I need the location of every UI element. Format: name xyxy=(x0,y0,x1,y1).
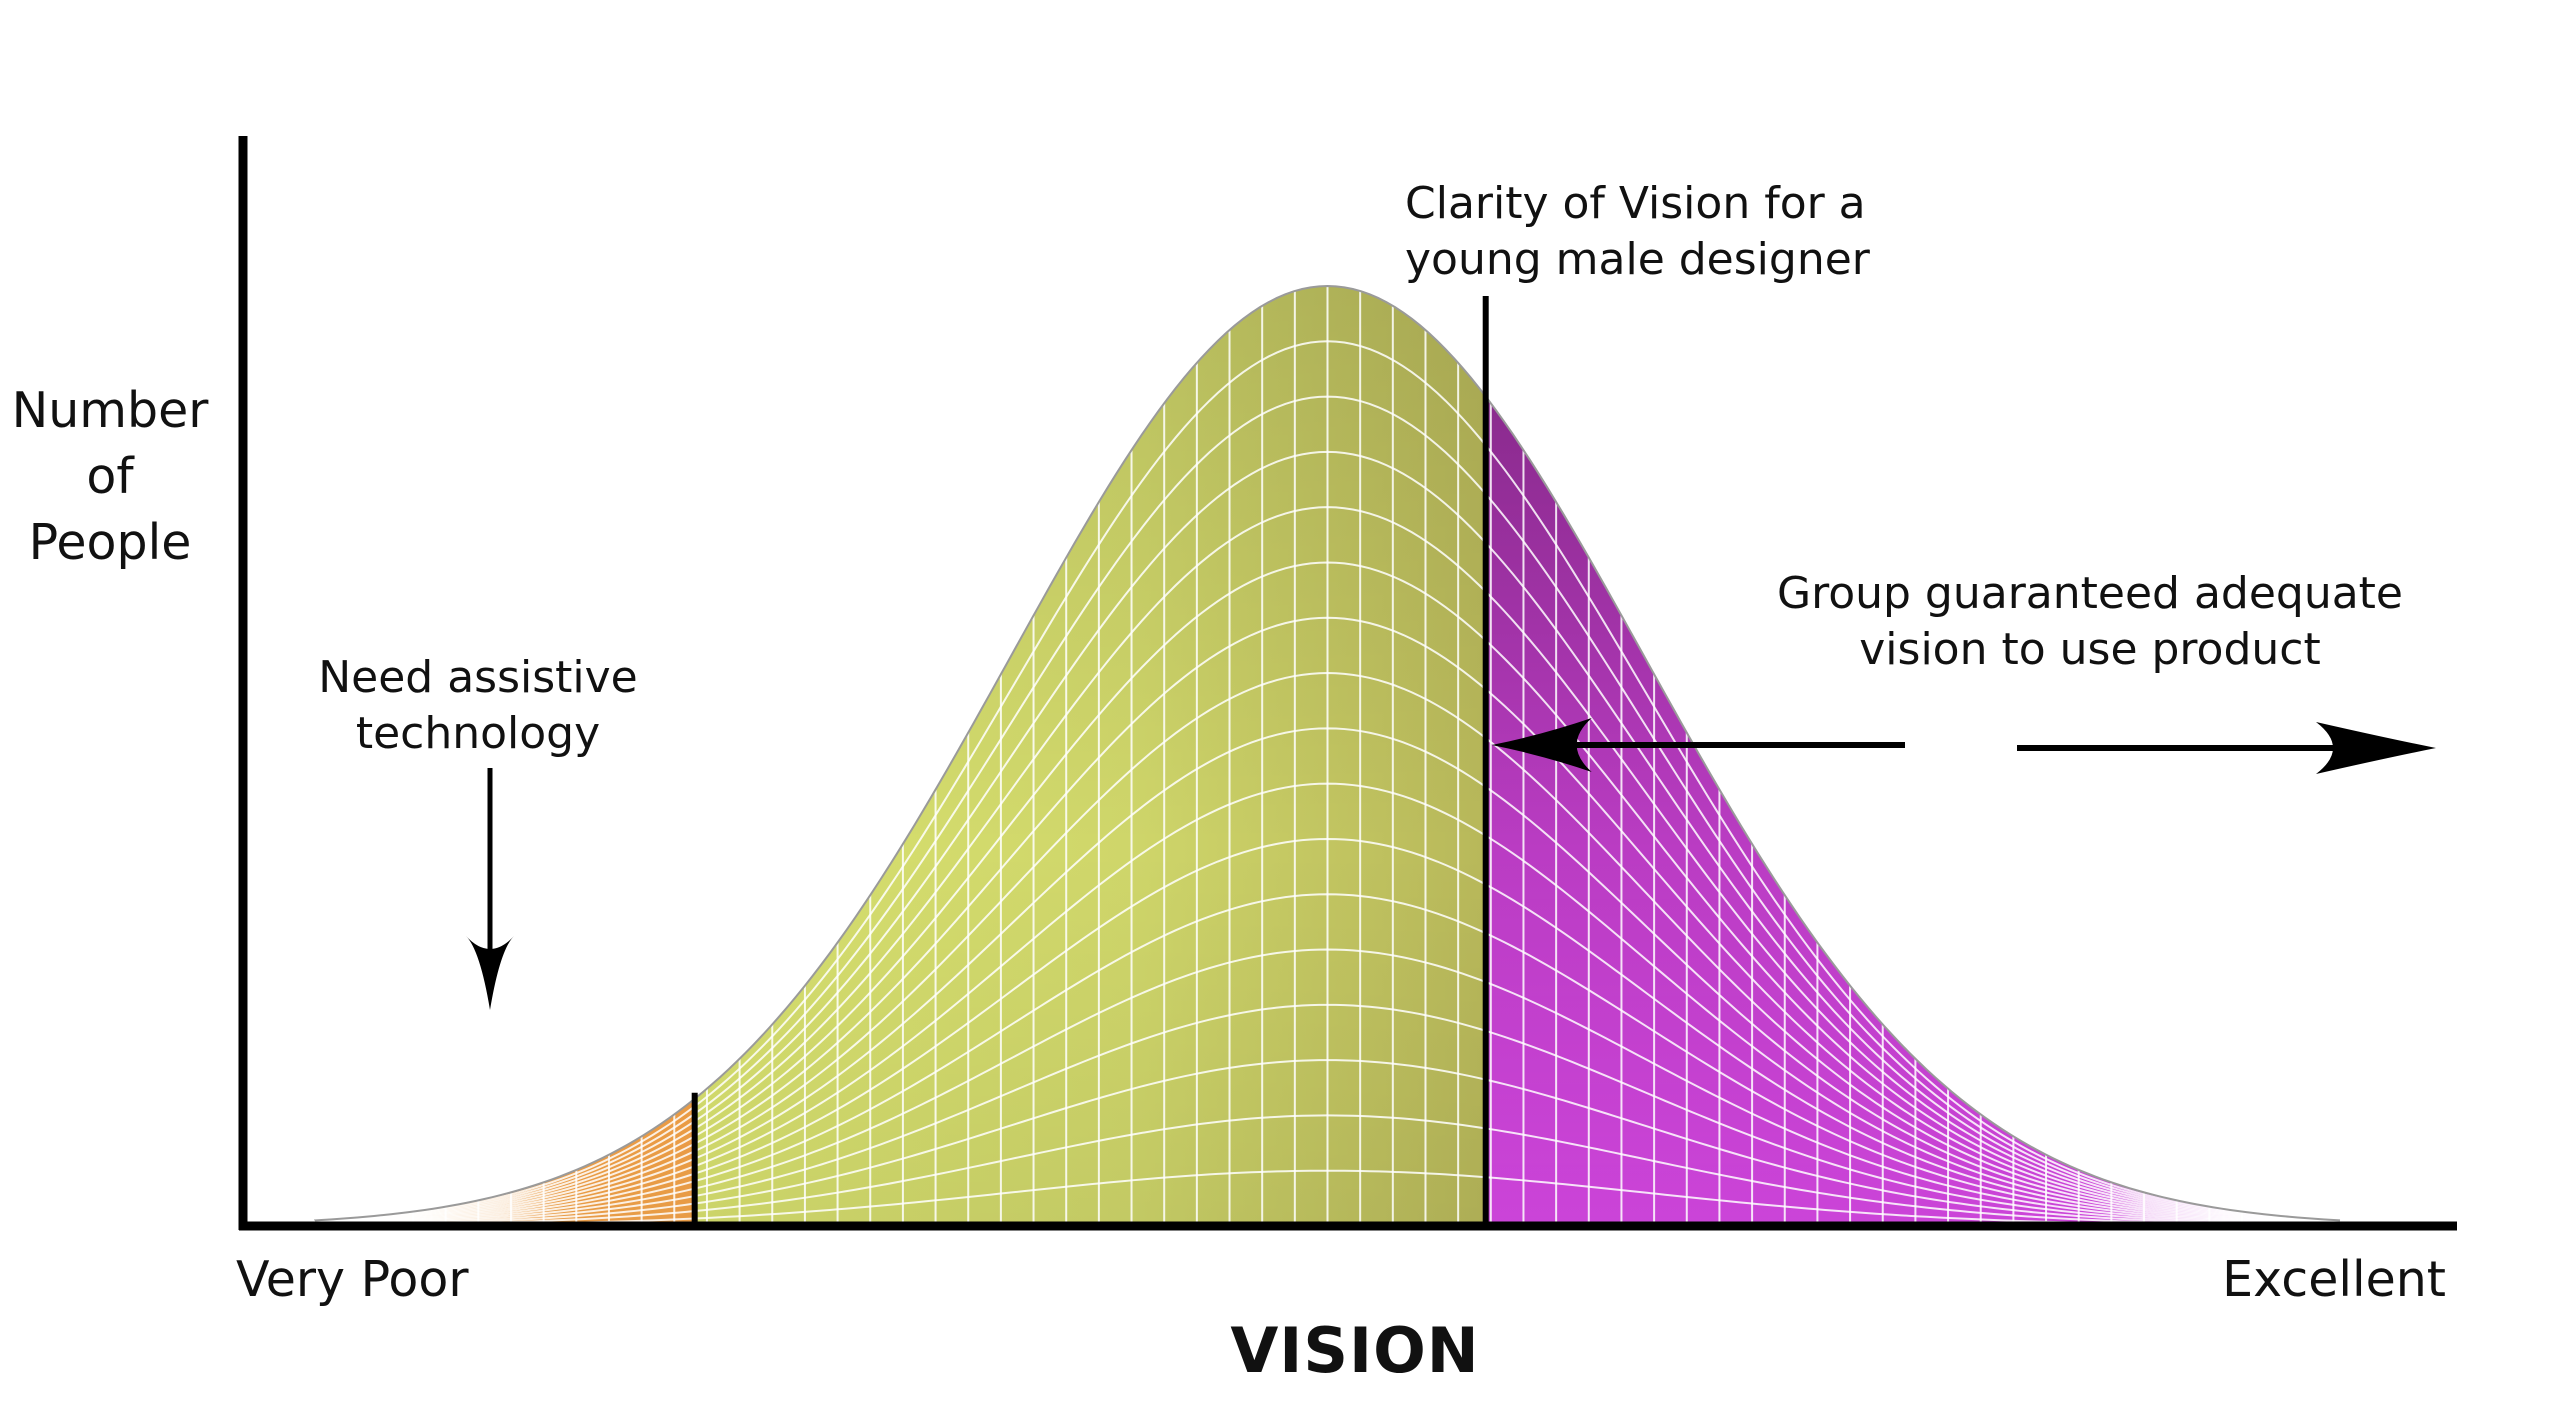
arrow-down-head xyxy=(466,936,514,1010)
grid-horizontal xyxy=(315,506,2340,1223)
annotation-line: Need assistive xyxy=(318,652,638,703)
arrow-left-head xyxy=(1491,718,1592,772)
grid-horizontal xyxy=(315,616,2340,1224)
curve-outline xyxy=(314,284,2341,1222)
grid-horizontal xyxy=(315,672,2340,1224)
annotation-line: Clarity of Vision for a xyxy=(1405,178,1866,229)
grid-horizontal xyxy=(315,893,2340,1226)
grid-horizontal xyxy=(315,340,2340,1222)
grid-horizontal xyxy=(315,395,2340,1223)
threshold-lines xyxy=(691,296,1489,1226)
grid-horizontal xyxy=(315,1059,2340,1226)
grid-horizontal xyxy=(315,1169,2340,1226)
grid-horizontal xyxy=(315,782,2340,1225)
y-axis-label-line: People xyxy=(28,514,192,571)
grid-horizontal xyxy=(315,837,2340,1225)
axes xyxy=(238,136,2457,1231)
grid-horizontal xyxy=(315,450,2340,1223)
annotation-line: Group guaranteed adequate xyxy=(1776,568,2404,619)
annotation-assistive: Need assistive technology xyxy=(288,650,668,762)
y-axis-label-line: of xyxy=(86,448,134,505)
annotation-line: technology xyxy=(355,708,601,759)
annotation-designer: Clarity of Vision for a young male desig… xyxy=(1405,176,1925,288)
x-tick-right: Excellent xyxy=(2222,1251,2446,1308)
grid-horizontal xyxy=(315,1114,2340,1226)
arrows xyxy=(466,718,2436,1010)
y-axis-label: Number of People xyxy=(0,378,220,576)
annotation-group: Group guaranteed adequate vision to use … xyxy=(1760,566,2420,678)
x-tick-left: Very Poor xyxy=(236,1251,469,1308)
grid-horizontal xyxy=(315,948,2340,1226)
y-axis-label-line: Number xyxy=(11,382,209,439)
x-axis-label: VISION xyxy=(1230,1314,1480,1387)
annotation-line: young male designer xyxy=(1405,234,1870,285)
grid-horizontal xyxy=(315,1003,2340,1226)
annotation-line: vision to use product xyxy=(1859,624,2321,675)
grid-horizontal xyxy=(315,561,2340,1224)
grid-horizontal xyxy=(315,727,2340,1225)
arrow-right-head xyxy=(2316,722,2436,774)
curve-grid xyxy=(315,286,2340,1226)
